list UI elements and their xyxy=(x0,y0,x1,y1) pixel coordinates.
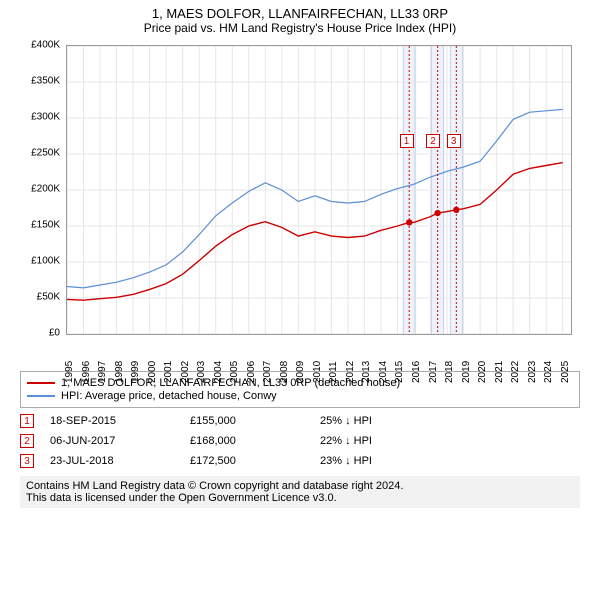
y-tick-label: £100K xyxy=(31,256,60,267)
txn-date: 23-JUL-2018 xyxy=(50,455,190,467)
x-tick-label: 2006 xyxy=(246,361,257,383)
x-tick-label: 2007 xyxy=(262,361,273,383)
x-tick-label: 2015 xyxy=(394,361,405,383)
marker-badge: 3 xyxy=(20,454,34,468)
y-tick-label: £150K xyxy=(31,220,60,231)
txn-date: 06-JUN-2017 xyxy=(50,435,190,447)
x-tick-label: 2000 xyxy=(147,361,158,383)
x-tick-label: 2022 xyxy=(510,361,521,383)
y-tick-label: £400K xyxy=(31,40,60,51)
x-tick-label: 2001 xyxy=(163,361,174,383)
x-tick-label: 2002 xyxy=(180,361,191,383)
x-tick-label: 2003 xyxy=(196,361,207,383)
marker-badge: 1 xyxy=(20,414,34,428)
x-tick-label: 2008 xyxy=(279,361,290,383)
chart-area: £0 £50K £100K £150K £200K £250K £300K £350K £400… xyxy=(20,39,580,369)
x-tick-label: 2005 xyxy=(229,361,240,383)
marker-label: 3 xyxy=(447,134,461,148)
x-tick-label: 2013 xyxy=(361,361,372,383)
txn-price: £168,000 xyxy=(190,435,320,447)
marker-label: 2 xyxy=(426,134,440,148)
x-tick-label: 2025 xyxy=(560,361,571,383)
y-tick-label: £350K xyxy=(31,76,60,87)
licence-box: Contains HM Land Registry data © Crown c… xyxy=(20,476,580,508)
y-axis-labels: £0£50K£100K£150K£200K£250K£300K£350K£400… xyxy=(20,45,64,333)
x-tick-label: 2017 xyxy=(428,361,439,383)
licence-line: This data is licensed under the Open Gov… xyxy=(26,492,574,504)
txn-pct: 23% ↓ HPI xyxy=(320,455,440,467)
x-tick-label: 2011 xyxy=(328,361,339,383)
table-row: 3 23-JUL-2018 £172,500 23% ↓ HPI xyxy=(20,454,580,468)
x-tick-label: 1995 xyxy=(64,361,75,383)
y-tick-label: £200K xyxy=(31,184,60,195)
transactions-table: 1 18-SEP-2015 £155,000 25% ↓ HPI 2 06-JU… xyxy=(20,414,580,468)
txn-price: £172,500 xyxy=(190,455,320,467)
x-tick-label: 2020 xyxy=(477,361,488,383)
x-tick-label: 2024 xyxy=(543,361,554,383)
x-tick-label: 2023 xyxy=(527,361,538,383)
chart-title: 1, MAES DOLFOR, LLANFAIRFECHAN, LL33 0RP xyxy=(10,6,590,21)
x-tick-label: 2010 xyxy=(312,361,323,383)
marker-badge: 2 xyxy=(20,434,34,448)
x-tick-label: 1996 xyxy=(81,361,92,383)
x-tick-label: 1999 xyxy=(130,361,141,383)
legend-swatch xyxy=(27,382,55,384)
plot-area: 123 xyxy=(66,45,572,335)
x-tick-label: 2021 xyxy=(494,361,505,383)
x-tick-label: 2019 xyxy=(461,361,472,383)
chart-subtitle: Price paid vs. HM Land Registry's House … xyxy=(10,21,590,35)
x-tick-label: 2009 xyxy=(295,361,306,383)
x-tick-label: 2016 xyxy=(411,361,422,383)
y-tick-label: £0 xyxy=(49,328,60,339)
legend-swatch xyxy=(27,395,55,397)
y-tick-label: £300K xyxy=(31,112,60,123)
x-tick-label: 2014 xyxy=(378,361,389,383)
marker-label: 1 xyxy=(400,134,414,148)
table-row: 2 06-JUN-2017 £168,000 22% ↓ HPI xyxy=(20,434,580,448)
x-tick-label: 2012 xyxy=(345,361,356,383)
legend-label: HPI: Average price, detached house, Conw… xyxy=(61,390,277,402)
txn-date: 18-SEP-2015 xyxy=(50,415,190,427)
txn-pct: 25% ↓ HPI xyxy=(320,415,440,427)
y-tick-label: £250K xyxy=(31,148,60,159)
x-tick-label: 2018 xyxy=(444,361,455,383)
legend-item: HPI: Average price, detached house, Conw… xyxy=(27,390,573,402)
x-axis-labels: 1995199619971998199920002001200220032004… xyxy=(66,335,570,369)
x-tick-label: 2004 xyxy=(213,361,224,383)
x-tick-label: 1998 xyxy=(114,361,125,383)
txn-pct: 22% ↓ HPI xyxy=(320,435,440,447)
table-row: 1 18-SEP-2015 £155,000 25% ↓ HPI xyxy=(20,414,580,428)
y-tick-label: £50K xyxy=(37,292,60,303)
licence-line: Contains HM Land Registry data © Crown c… xyxy=(26,480,574,492)
txn-price: £155,000 xyxy=(190,415,320,427)
plot-svg xyxy=(67,46,571,334)
x-tick-label: 1997 xyxy=(97,361,108,383)
